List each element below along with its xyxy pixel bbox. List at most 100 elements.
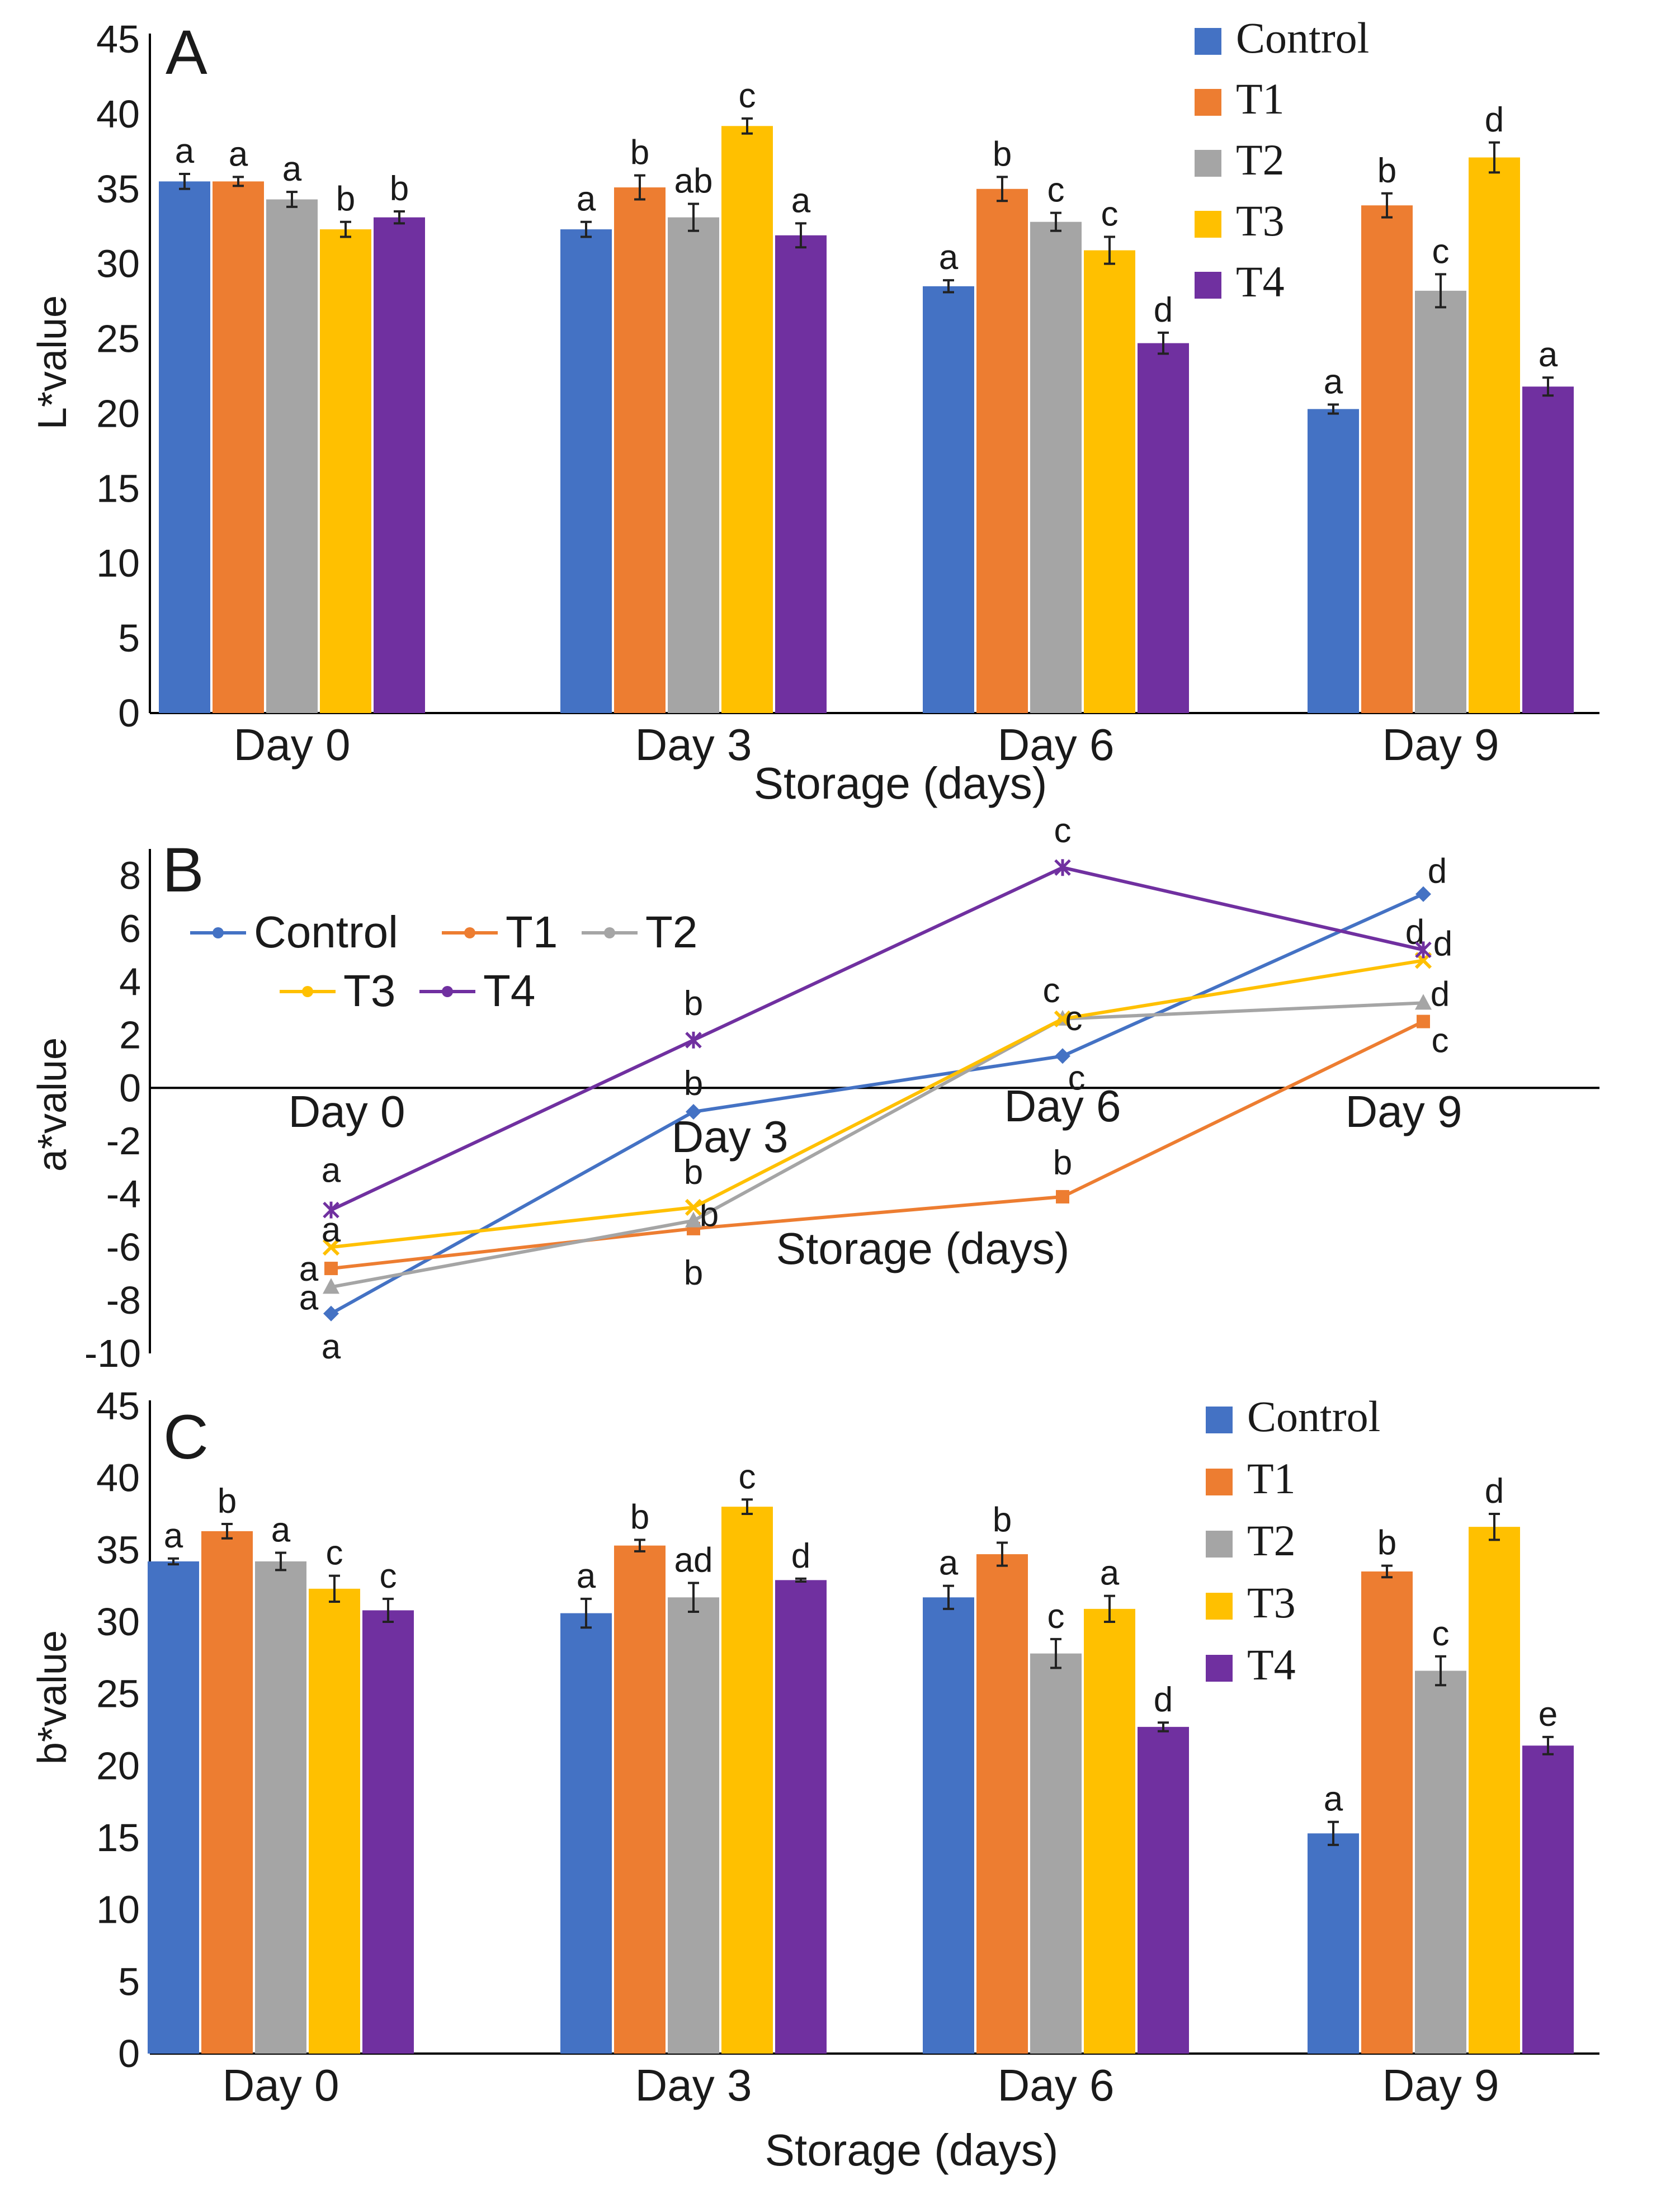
series-line [331, 959, 1424, 1249]
panel-a-label: A [166, 17, 207, 87]
y-tick-label: -6 [106, 1225, 141, 1269]
bar [721, 1507, 773, 2054]
significance-letter: b [684, 1064, 703, 1103]
y-tick-label: 0 [118, 2032, 140, 2075]
panel-b-ylabel: a*value [30, 1037, 75, 1172]
x-category-label: Day 3 [635, 720, 752, 770]
panel-c-chart: C b*value Storage (days) 0 5 10 15 20 25 30 35 4… [30, 1384, 1599, 2175]
legend-item-label: Control [254, 907, 398, 957]
significance-letter: c [1432, 1615, 1450, 1653]
significance-letter: a [322, 1152, 341, 1190]
significance-letter: a [299, 1278, 319, 1317]
y-tick-label: 6 [119, 907, 141, 950]
significance-letter: a [175, 132, 195, 171]
x-category-label: Day 6 [1004, 1081, 1121, 1131]
y-tick-label: 5 [118, 616, 140, 660]
significance-letter: b [1377, 152, 1396, 190]
y-tick-label: 20 [96, 1744, 140, 1787]
x-category-label: Day 9 [1382, 2060, 1499, 2110]
panel-c-xlabel: Storage (days) [765, 2125, 1059, 2175]
bar [1415, 1670, 1466, 2054]
bar [1415, 290, 1466, 713]
y-tick-label: 2 [119, 1013, 141, 1056]
significance-letter: a [577, 180, 596, 219]
series-line [330, 866, 1424, 1212]
legend-swatch [1195, 272, 1221, 299]
significance-letter: ab [674, 162, 713, 201]
bar [1522, 1745, 1574, 2054]
legend-item-label: T3 [343, 966, 395, 1016]
significance-letter: d [1485, 1472, 1504, 1511]
series-line [331, 1001, 1424, 1289]
series-marker [323, 1201, 339, 1219]
y-tick-label: -2 [106, 1119, 141, 1163]
bar [1030, 1653, 1082, 2054]
significance-letter: b [218, 1482, 237, 1521]
significance-letter: a [229, 135, 248, 173]
bar [374, 217, 425, 714]
y-tick-label: 40 [96, 92, 140, 136]
bar [1308, 1833, 1359, 2054]
significance-letter: d [1433, 924, 1452, 963]
significance-letter: c [739, 1457, 756, 1496]
y-tick-label: 35 [96, 1528, 140, 1571]
bar [923, 286, 974, 713]
y-tick-label: 10 [96, 1888, 140, 1932]
significance-letter: b [630, 1498, 649, 1536]
panel-a-chart: A L*value Storage (days) 0 5 10 15 20 25 30 35 4… [30, 13, 1599, 808]
bar [362, 1610, 414, 2054]
bar [1361, 205, 1413, 713]
bar [560, 229, 612, 714]
bar [775, 235, 827, 713]
significance-letter: b [1377, 1524, 1396, 1563]
series-marker [322, 1238, 340, 1256]
legend-swatch [1206, 1593, 1233, 1620]
legend-swatch [1206, 1407, 1233, 1433]
significance-letter: c [739, 77, 756, 115]
significance-letter: a [271, 1511, 291, 1549]
significance-letter: a [1324, 1780, 1343, 1819]
series-marker [324, 1262, 338, 1276]
y-tick-label: 4 [119, 960, 141, 1003]
bar [976, 188, 1028, 713]
significance-letter: b [993, 135, 1012, 173]
panel-b-xlabel: Storage (days) [776, 1224, 1070, 1273]
legend-item-label: T1 [1236, 74, 1285, 123]
y-tick-label: -4 [106, 1172, 141, 1216]
significance-letter: b [336, 180, 355, 219]
bar [266, 199, 318, 713]
panel-b-chart: B a*value Storage (days) -10 -8 -6 -4 -2 0 2 4 6… [30, 811, 1599, 1375]
significance-letter: a [1324, 362, 1343, 401]
legend-item-label: Control [1247, 1392, 1380, 1441]
significance-letter: a [164, 1517, 183, 1555]
bar [1030, 221, 1082, 713]
legend-swatch [1195, 28, 1221, 55]
y-tick-label: 30 [96, 242, 140, 286]
legend-marker [464, 927, 475, 938]
series-marker [323, 1305, 339, 1322]
series-line [331, 1020, 1424, 1271]
series-marker [1415, 886, 1431, 902]
bar [1308, 409, 1359, 713]
significance-letter: c [1068, 1059, 1086, 1097]
significance-letter: d [1485, 101, 1504, 139]
legend-swatch [1195, 150, 1221, 177]
legend-item-label: T1 [1247, 1454, 1296, 1503]
y-tick-label: 15 [96, 466, 140, 510]
bar [614, 187, 666, 714]
significance-letter: c [1043, 971, 1060, 1010]
bar [1522, 386, 1574, 713]
x-category-label: Day 0 [234, 720, 351, 770]
significance-letter: a [1100, 1554, 1120, 1593]
bar [159, 181, 210, 713]
y-tick-label: 25 [96, 1672, 140, 1716]
y-tick-label: 35 [96, 167, 140, 211]
legend-swatch [1206, 1655, 1233, 1682]
significance-letter: d [1431, 975, 1450, 1013]
bar [560, 1613, 612, 2054]
bar [1138, 343, 1189, 713]
significance-letter: c [1065, 999, 1083, 1038]
bar [668, 217, 719, 714]
panel-c-label: C [163, 1402, 209, 1472]
series-marker [1056, 1190, 1069, 1204]
